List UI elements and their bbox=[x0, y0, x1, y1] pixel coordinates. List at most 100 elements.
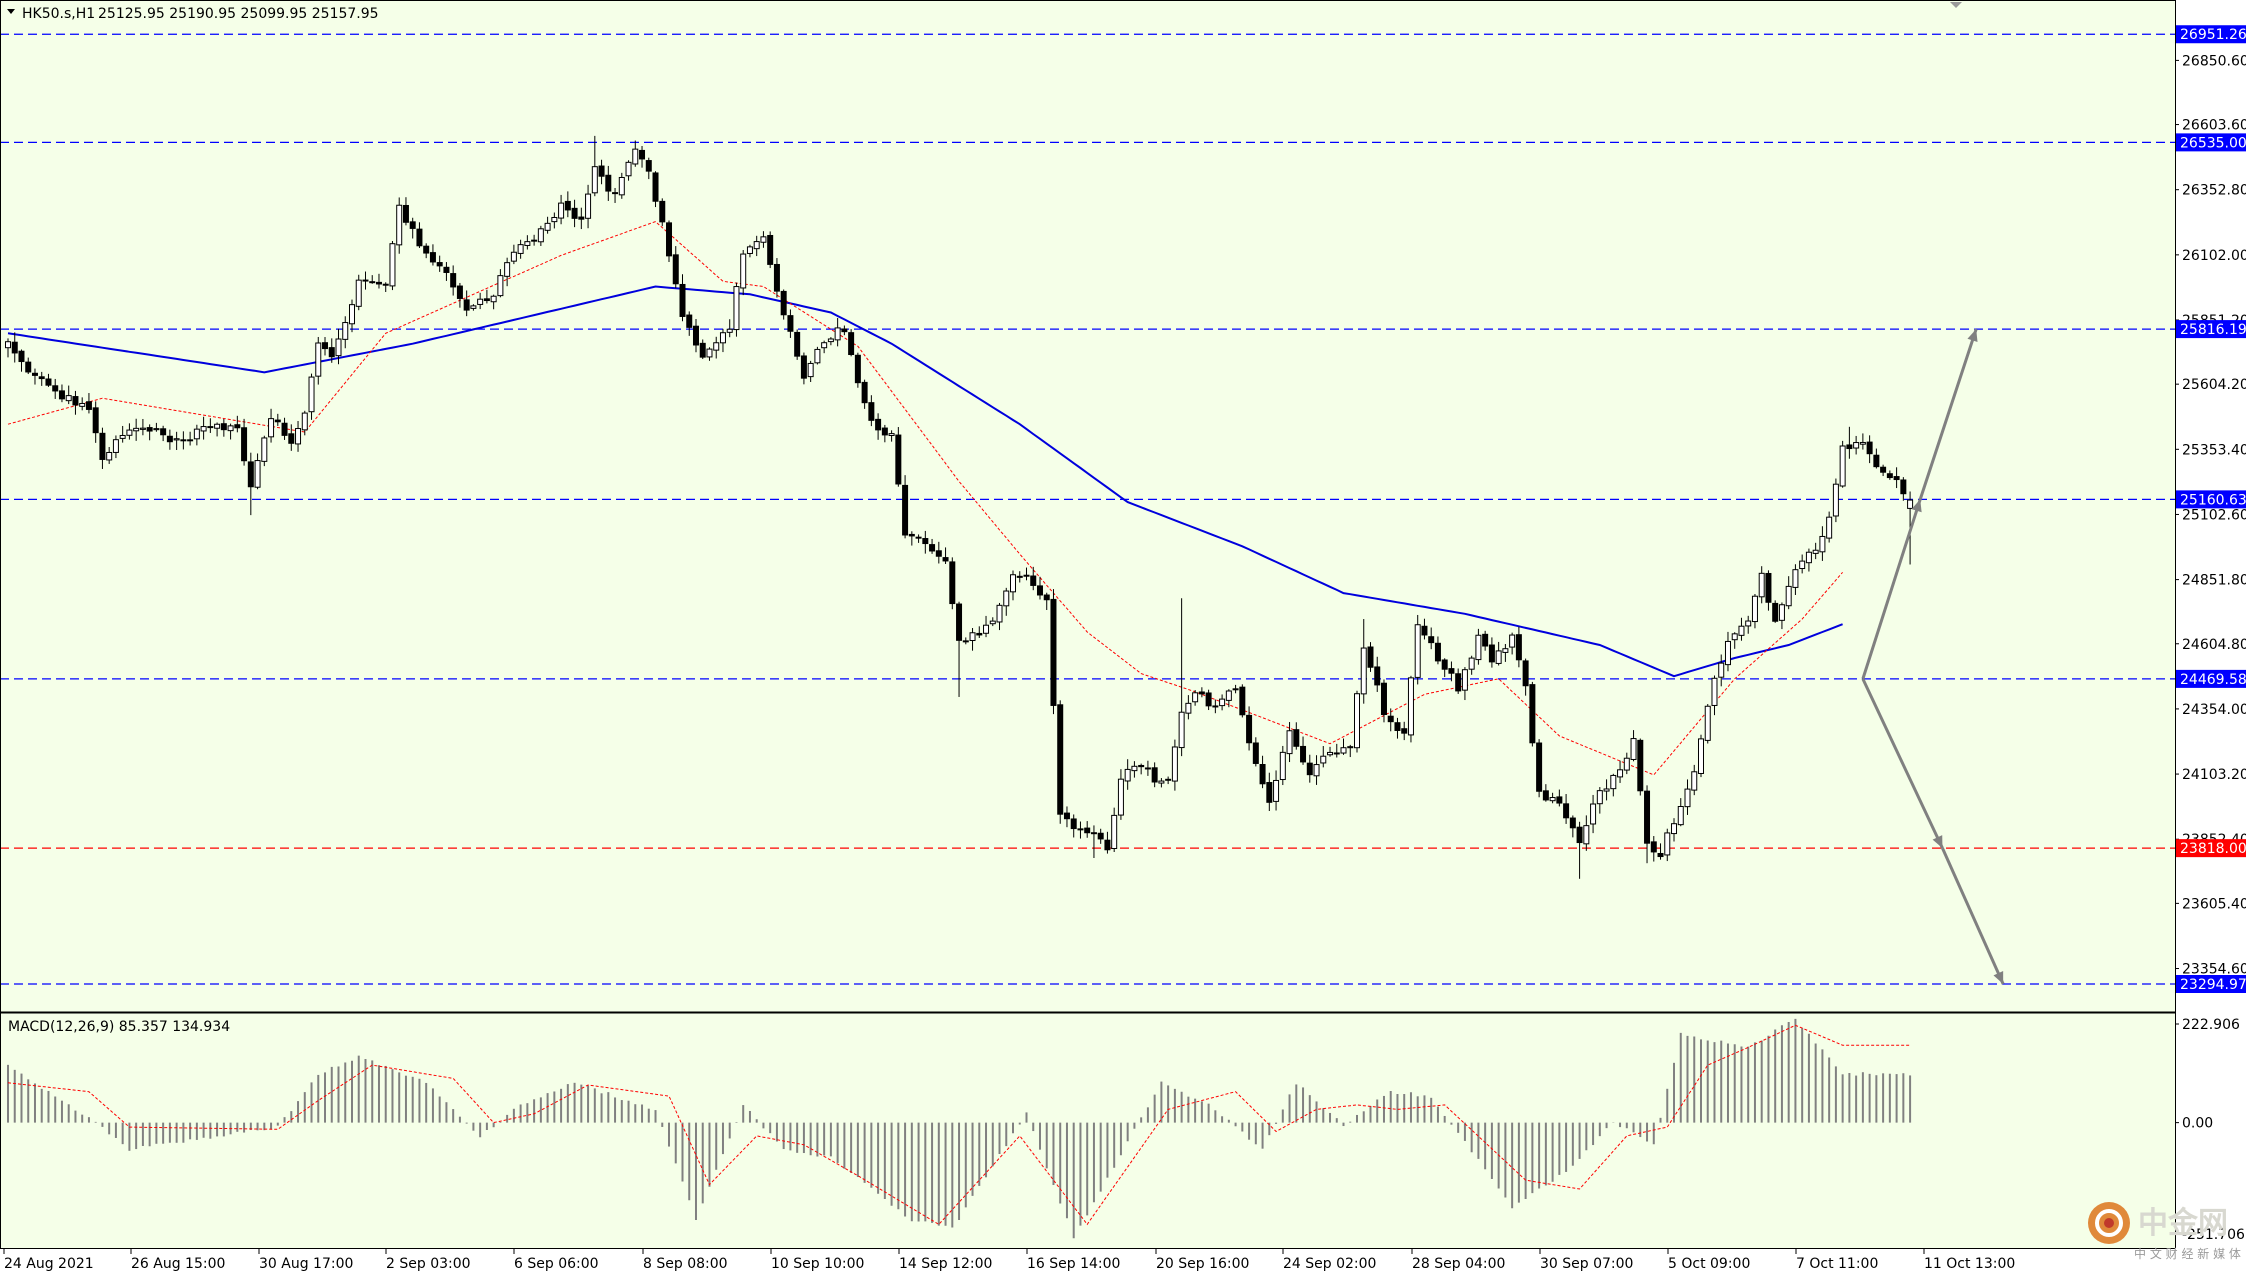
candle-body bbox=[1171, 746, 1178, 782]
candle-body bbox=[1414, 624, 1421, 678]
candle-body bbox=[841, 328, 848, 333]
candle-body bbox=[679, 283, 686, 317]
candle-body bbox=[1684, 788, 1691, 808]
candle-body bbox=[1212, 705, 1219, 708]
candle-body bbox=[1475, 634, 1482, 661]
ma-fast-line bbox=[7, 221, 1843, 776]
candle-body bbox=[713, 342, 720, 351]
candle-body bbox=[193, 428, 200, 440]
candle-body bbox=[1347, 746, 1354, 749]
candle-body bbox=[558, 202, 565, 219]
candle-body bbox=[436, 262, 443, 267]
candle-body bbox=[85, 401, 92, 410]
candle-body bbox=[949, 561, 956, 605]
level-badge bbox=[2176, 25, 2246, 44]
candle-body bbox=[396, 204, 403, 246]
candle-body bbox=[666, 222, 673, 257]
candle-body bbox=[1367, 646, 1374, 668]
candle-body bbox=[1853, 442, 1860, 449]
candle-body bbox=[760, 236, 767, 243]
level-badge-label: 23818.00 bbox=[2180, 841, 2246, 857]
candle-body bbox=[207, 426, 214, 429]
candle-body bbox=[1286, 730, 1293, 755]
candle-body bbox=[1610, 774, 1617, 790]
price-tick-label: 26850.60 bbox=[2182, 53, 2246, 69]
candle-body bbox=[652, 172, 659, 202]
candle-body bbox=[598, 165, 605, 177]
candle-body bbox=[1819, 535, 1826, 553]
candle-body bbox=[1583, 825, 1590, 845]
candle-body bbox=[1320, 755, 1327, 764]
candle-body bbox=[544, 222, 551, 231]
candle-body bbox=[1252, 742, 1259, 764]
candle-body bbox=[456, 285, 463, 299]
candle-body bbox=[45, 378, 52, 386]
candle-body bbox=[1623, 757, 1630, 771]
candle-body bbox=[1461, 669, 1468, 691]
candle-body bbox=[605, 174, 612, 192]
candle-body bbox=[1084, 827, 1091, 834]
candle-body bbox=[1880, 466, 1887, 473]
candle-body bbox=[1327, 751, 1334, 756]
level-badge-label: 25160.63 bbox=[2180, 492, 2246, 508]
candle-body bbox=[1428, 636, 1435, 644]
candle-body bbox=[409, 221, 416, 229]
candle-body bbox=[956, 603, 963, 641]
candle-body bbox=[504, 262, 511, 277]
candle-body bbox=[348, 304, 355, 325]
collapse-triangle-icon[interactable] bbox=[7, 9, 15, 14]
candle-body bbox=[234, 424, 241, 429]
watermark-name: 中金网 bbox=[2138, 1206, 2228, 1241]
candle-body bbox=[342, 322, 349, 340]
watermark-tagline: 中 文 财 经 新 媒 体 bbox=[2134, 1246, 2241, 1261]
candle-body bbox=[1482, 633, 1489, 647]
candle-body bbox=[699, 342, 706, 358]
candle-body bbox=[807, 362, 814, 378]
candle-body bbox=[767, 234, 774, 265]
candle-body bbox=[692, 325, 699, 346]
time-tick-label: 14 Sep 12:00 bbox=[899, 1256, 992, 1272]
candle-body bbox=[112, 439, 119, 453]
candle-body bbox=[322, 342, 329, 350]
level-badge bbox=[2176, 320, 2246, 339]
price-tick-label: 24103.20 bbox=[2182, 767, 2246, 783]
projection-arrow bbox=[1918, 328, 1978, 500]
level-badge bbox=[2176, 669, 2246, 688]
candle-body bbox=[1387, 715, 1394, 723]
time-tick-label: 20 Sep 16:00 bbox=[1156, 1256, 1249, 1272]
candle-body bbox=[753, 241, 760, 250]
shift-marker-icon[interactable] bbox=[1950, 2, 1962, 8]
candle-body bbox=[1839, 445, 1846, 487]
candle-body bbox=[1205, 692, 1212, 707]
candle-body bbox=[1198, 691, 1205, 695]
candle-body bbox=[295, 428, 302, 445]
candle-body bbox=[1266, 782, 1273, 803]
candle-body bbox=[1704, 705, 1711, 741]
candle-body bbox=[1111, 814, 1118, 849]
candle-body bbox=[875, 418, 882, 431]
time-tick-label: 2 Sep 03:00 bbox=[386, 1256, 471, 1272]
candle-body bbox=[1637, 739, 1644, 792]
candle-body bbox=[261, 437, 268, 462]
candle-body bbox=[72, 396, 79, 406]
candle-body bbox=[733, 286, 740, 331]
candle-body bbox=[1731, 633, 1738, 641]
candle-body bbox=[99, 432, 106, 460]
candle-body bbox=[1691, 771, 1698, 791]
candle-body bbox=[1826, 516, 1833, 539]
candle-body bbox=[429, 252, 436, 263]
candle-body bbox=[1124, 768, 1131, 782]
candle-body bbox=[315, 342, 322, 377]
candle-body bbox=[1239, 686, 1246, 716]
candle-body bbox=[1455, 673, 1462, 692]
candle-body bbox=[463, 299, 470, 311]
candle-body bbox=[1374, 666, 1381, 686]
candle-body bbox=[92, 407, 99, 434]
candle-body bbox=[706, 348, 713, 358]
candle-body bbox=[659, 200, 666, 223]
candle-body bbox=[1603, 788, 1610, 792]
candle-body bbox=[1529, 684, 1536, 744]
candle-body bbox=[382, 283, 389, 286]
candle-body bbox=[31, 372, 38, 376]
candle-body bbox=[274, 419, 281, 423]
